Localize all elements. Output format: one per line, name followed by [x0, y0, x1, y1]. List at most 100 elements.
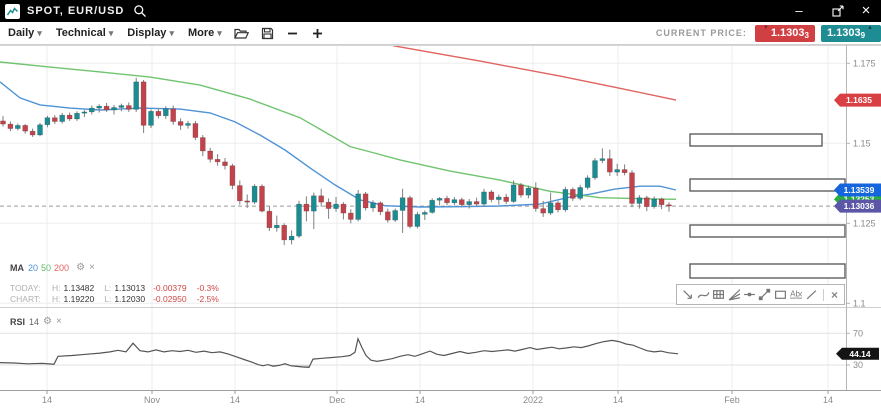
rsi-badge-value: 44.14 — [849, 349, 871, 359]
candle-body — [643, 197, 650, 207]
candle-body — [251, 185, 258, 203]
minimize-button[interactable]: – — [795, 3, 803, 18]
ma-period-50: 50 — [41, 263, 52, 273]
rsi-settings-gear-icon[interactable]: ⚙ — [43, 316, 52, 327]
close-window-button[interactable]: × — [861, 2, 871, 19]
grid-tool-icon[interactable] — [712, 288, 725, 302]
candle-body — [392, 210, 399, 221]
candle-body — [333, 203, 339, 209]
ma50-badge-value: 1.13253 — [844, 194, 875, 204]
drawing-toolbar-close-icon[interactable]: × — [831, 287, 839, 302]
candle-body — [259, 185, 265, 212]
time-axis-label: Feb — [724, 395, 740, 405]
candle-body — [503, 196, 510, 202]
candle-body — [547, 202, 554, 214]
candle-body — [303, 203, 310, 212]
menu-more[interactable]: More ▾ — [187, 27, 222, 39]
rsi-line — [0, 336, 679, 369]
candle-body — [666, 204, 672, 207]
curve-tool-icon[interactable] — [696, 288, 710, 302]
rsi-indicator-label: RSI 14 ⚙ × — [10, 316, 62, 328]
candle-body — [244, 200, 250, 203]
horizontal-line-tool-icon[interactable] — [743, 288, 756, 302]
candle-body — [555, 202, 561, 211]
zone-rectangle[interactable] — [689, 133, 823, 147]
candle-body — [15, 125, 21, 129]
candle-body — [407, 197, 413, 227]
time-axis-label: Dec — [329, 395, 346, 405]
candle-body — [148, 111, 154, 126]
fan-tool-icon[interactable] — [727, 288, 740, 302]
time-axis-label: 14 — [613, 395, 623, 405]
candle-body — [577, 187, 584, 199]
candle-body — [355, 193, 362, 220]
candle-body — [29, 130, 36, 136]
candle-body — [22, 125, 29, 132]
menu-technical[interactable]: Technical ▾ — [55, 27, 114, 39]
candle-body — [399, 197, 406, 211]
zone-rectangle[interactable] — [689, 224, 846, 238]
trendline-tool-icon[interactable] — [758, 288, 771, 302]
toolbar-separator — [823, 288, 825, 301]
ma-close-icon[interactable]: × — [89, 262, 95, 273]
candle-body — [599, 158, 606, 161]
zoom-out-icon[interactable] — [286, 27, 299, 40]
save-icon[interactable] — [261, 27, 274, 40]
open-folder-icon[interactable] — [233, 27, 249, 40]
candle-body — [0, 120, 6, 125]
menu-display[interactable]: Display ▾ — [127, 27, 174, 39]
text-tool-icon[interactable]: Abc — [789, 288, 802, 302]
tick-down-icon: ▼ — [762, 24, 769, 31]
rectangle-tool-icon[interactable] — [774, 288, 787, 302]
bid-price-button[interactable]: ▼ 1.1303 3 — [754, 24, 815, 42]
candle-body — [118, 105, 125, 108]
ma-period-200: 200 — [54, 263, 70, 273]
candle-body — [318, 195, 325, 203]
ma-indicator-label: MA 20 50 200 ⚙ × — [10, 262, 95, 274]
candle-body — [510, 184, 517, 202]
candle-body — [636, 197, 643, 204]
ma20-badge-value: 1.13539 — [844, 185, 875, 195]
candle-body — [481, 191, 487, 205]
candle-body — [51, 117, 58, 122]
candle-body — [273, 224, 280, 229]
chevron-down-icon: ▾ — [108, 28, 114, 38]
candle-body — [170, 108, 176, 122]
rsi-close-icon[interactable]: × — [56, 316, 62, 327]
ma200-badge-value: 1.1635 — [846, 95, 872, 105]
pointer-tool-icon[interactable] — [681, 288, 694, 302]
tick-up-icon: ▲ — [867, 24, 873, 31]
candle-body — [384, 211, 391, 221]
zone-rectangle[interactable] — [689, 263, 846, 279]
zoom-in-icon[interactable] — [311, 27, 324, 40]
candle-body — [651, 198, 658, 207]
rsi-level-label: 70 — [853, 328, 863, 338]
candle-body — [569, 189, 576, 199]
menu-bar: Daily ▾ Technical ▾ Display ▾ More ▾ CURRENT PR… — [0, 22, 881, 45]
candle-body — [266, 210, 273, 229]
zone-rectangle[interactable] — [689, 178, 846, 192]
stats-row: TODAY: H: 1.13482 L: 1.13013 -0.00379 -0.3% — [10, 283, 219, 293]
search-icon[interactable] — [133, 4, 147, 18]
ma-settings-gear-icon[interactable]: ⚙ — [76, 262, 86, 273]
time-axis-label: 14 — [42, 395, 52, 405]
candle-body — [126, 105, 132, 110]
ask-price-button[interactable]: 1.1303 9 ▲ — [820, 24, 881, 42]
candle-body — [488, 191, 495, 200]
candle-body — [451, 199, 458, 204]
price-axis-label: 1.1 — [853, 298, 866, 308]
popout-button[interactable] — [827, 4, 847, 18]
candle-body — [518, 184, 524, 196]
candle-body — [177, 121, 184, 126]
chevron-down-icon: ▾ — [37, 28, 42, 38]
candle-body — [525, 187, 532, 196]
candle-body — [229, 165, 236, 186]
menu-daily[interactable]: Daily ▾ — [8, 27, 42, 39]
candle-body — [592, 160, 598, 179]
candle-body — [421, 212, 428, 215]
line-tool-icon[interactable] — [805, 288, 818, 302]
ma200-price-badge — [834, 93, 881, 107]
ask-pip: 9 — [860, 30, 866, 40]
